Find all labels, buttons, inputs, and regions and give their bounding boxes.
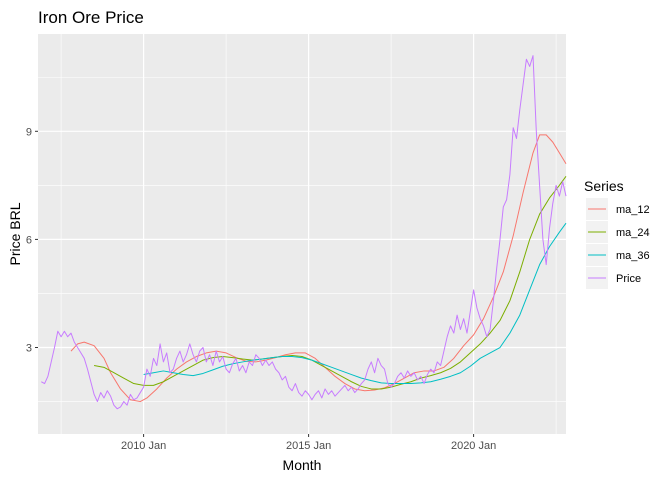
major-gridlines	[38, 34, 566, 434]
x-axis: 2010 Jan 2015 Jan 2020 Jan	[121, 434, 496, 452]
legend-label: ma_12	[616, 204, 650, 216]
series-line-ma-36	[143, 222, 567, 385]
chart-title: Iron Ore Price	[38, 8, 144, 27]
minor-gridlines	[38, 34, 566, 434]
x-tick-label: 2010 Jan	[121, 440, 166, 452]
series-line-ma-24	[94, 176, 567, 390]
plot-panel	[38, 34, 566, 434]
y-tick-label: 9	[26, 126, 32, 138]
legend: Series ma_12 ma_24 ma_36 Price	[584, 178, 650, 289]
legend-label: Price	[616, 273, 641, 285]
x-tick-label: 2020 Jan	[451, 440, 496, 452]
x-axis-title: Month	[283, 457, 322, 473]
series-line-price	[41, 55, 567, 410]
y-axis: 3 6 9	[26, 126, 38, 355]
legend-title: Series	[584, 178, 624, 194]
legend-label: ma_24	[616, 227, 650, 239]
y-axis-title: Price BRL	[7, 202, 23, 265]
x-tick-label: 2015 Jan	[286, 440, 331, 452]
series-lines	[41, 55, 567, 410]
y-tick-label: 6	[26, 234, 32, 246]
legend-label: ma_36	[616, 250, 650, 262]
y-tick-label: 3	[26, 343, 32, 355]
